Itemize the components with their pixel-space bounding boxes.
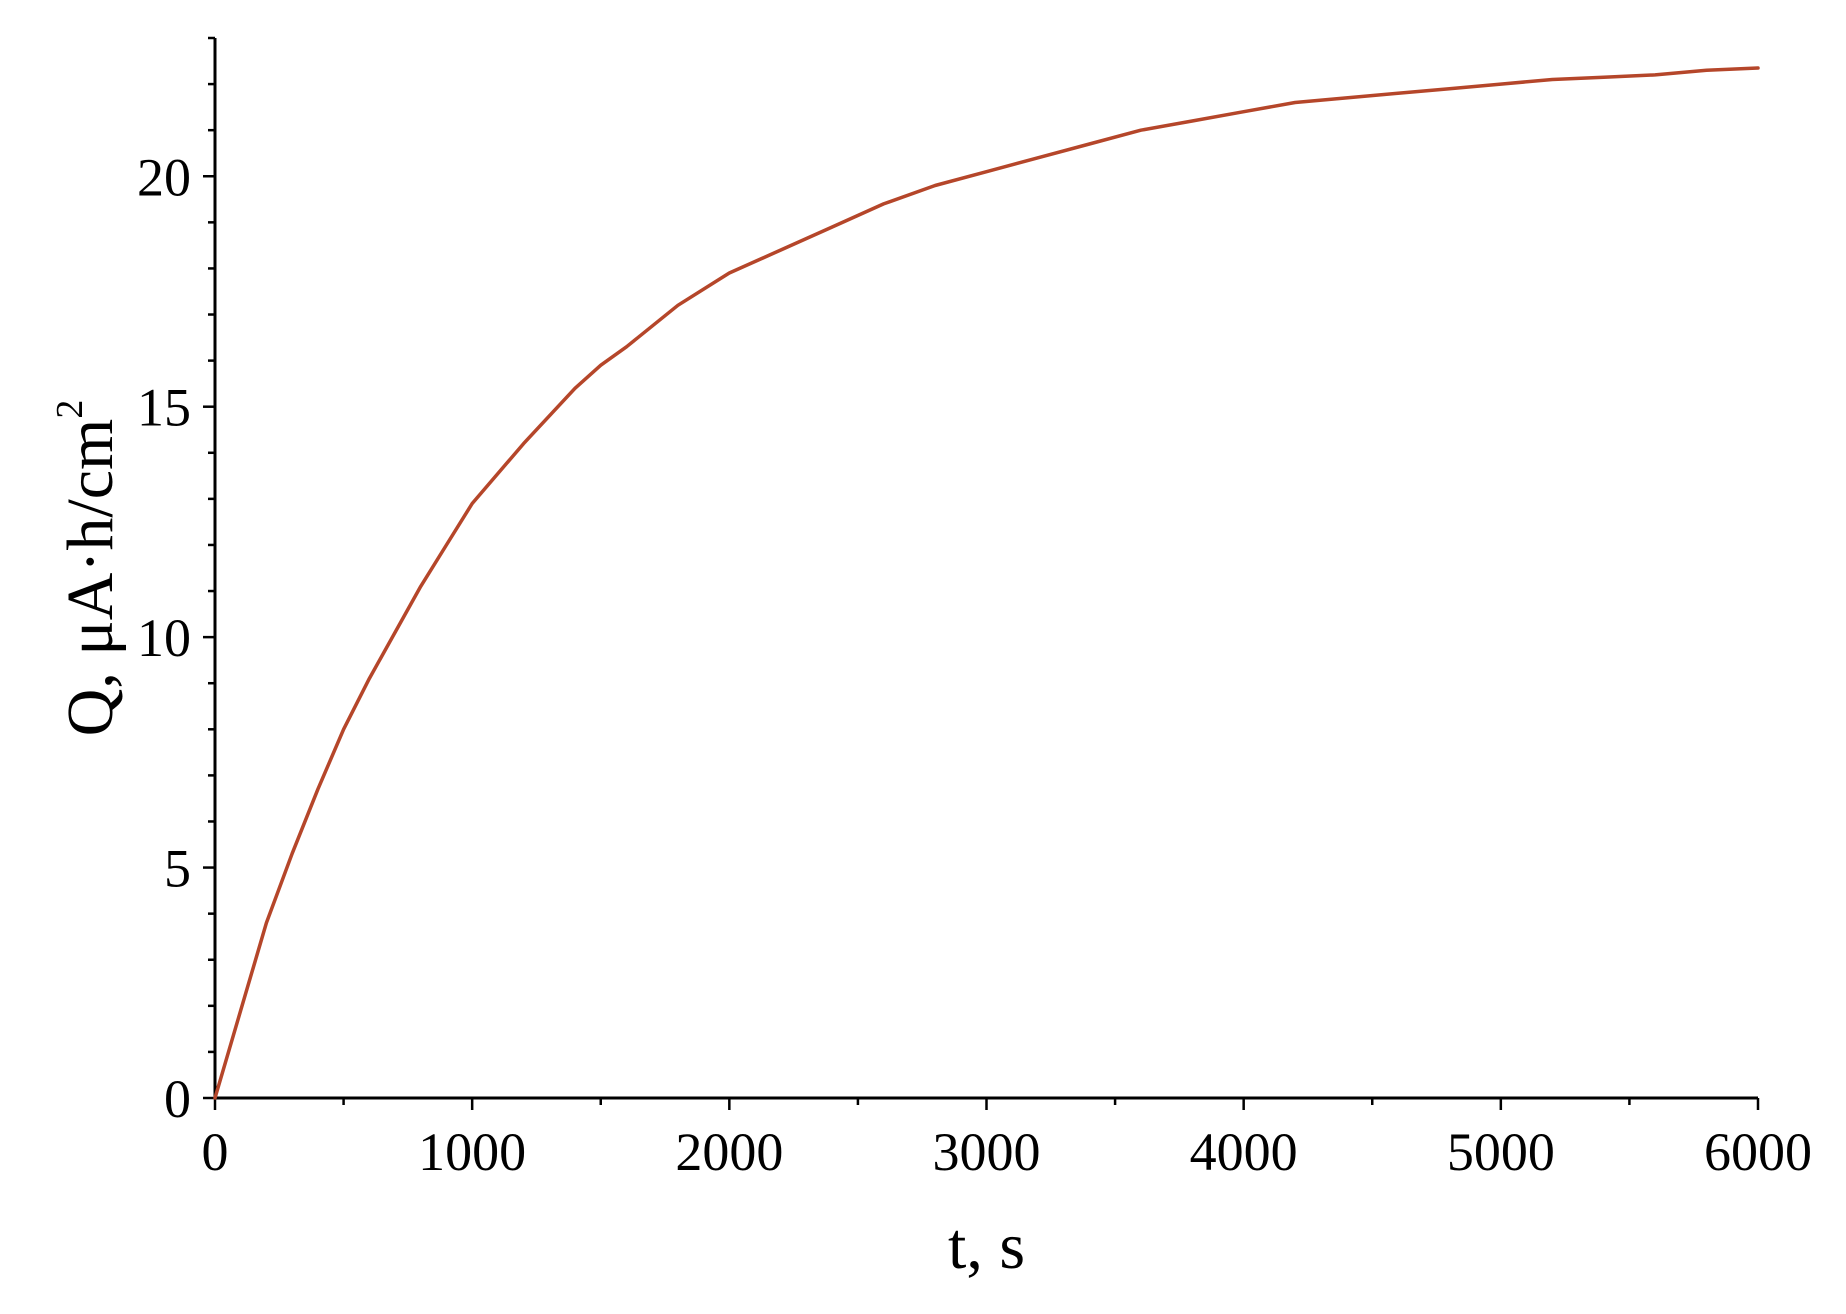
x-tick-label: 5000 bbox=[1447, 1122, 1555, 1182]
y-axis-title: Q, μA·h/cm2 bbox=[49, 400, 127, 737]
x-tick-label: 3000 bbox=[933, 1122, 1041, 1182]
y-tick-label: 15 bbox=[137, 378, 191, 438]
x-tick-label: 4000 bbox=[1190, 1122, 1298, 1182]
series-layer bbox=[213, 66, 1760, 1100]
y-axis-title-group: Q, μA·h/cm2 bbox=[49, 400, 127, 737]
y-tick-label: 20 bbox=[137, 147, 191, 207]
x-tick-label: 1000 bbox=[418, 1122, 526, 1182]
y-tick-label: 5 bbox=[164, 839, 191, 899]
y-tick-label: 0 bbox=[164, 1069, 191, 1129]
y-tick-label: 10 bbox=[137, 608, 191, 668]
x-tick-label: 2000 bbox=[675, 1122, 783, 1182]
x-axis-title: t, s bbox=[948, 1210, 1025, 1283]
x-tick-label: 0 bbox=[202, 1122, 229, 1182]
x-axis: 0 1000 2000 3000 4000 5000 6000 bbox=[202, 1096, 1812, 1182]
series-line-0 bbox=[213, 66, 1760, 1100]
y-axis-title-main: Q, μA·h/cm bbox=[54, 419, 127, 737]
y-axis-title-superscript: 2 bbox=[49, 400, 91, 419]
y-axis: 0 5 10 15 20 bbox=[137, 36, 217, 1129]
x-tick-label: 6000 bbox=[1704, 1122, 1812, 1182]
